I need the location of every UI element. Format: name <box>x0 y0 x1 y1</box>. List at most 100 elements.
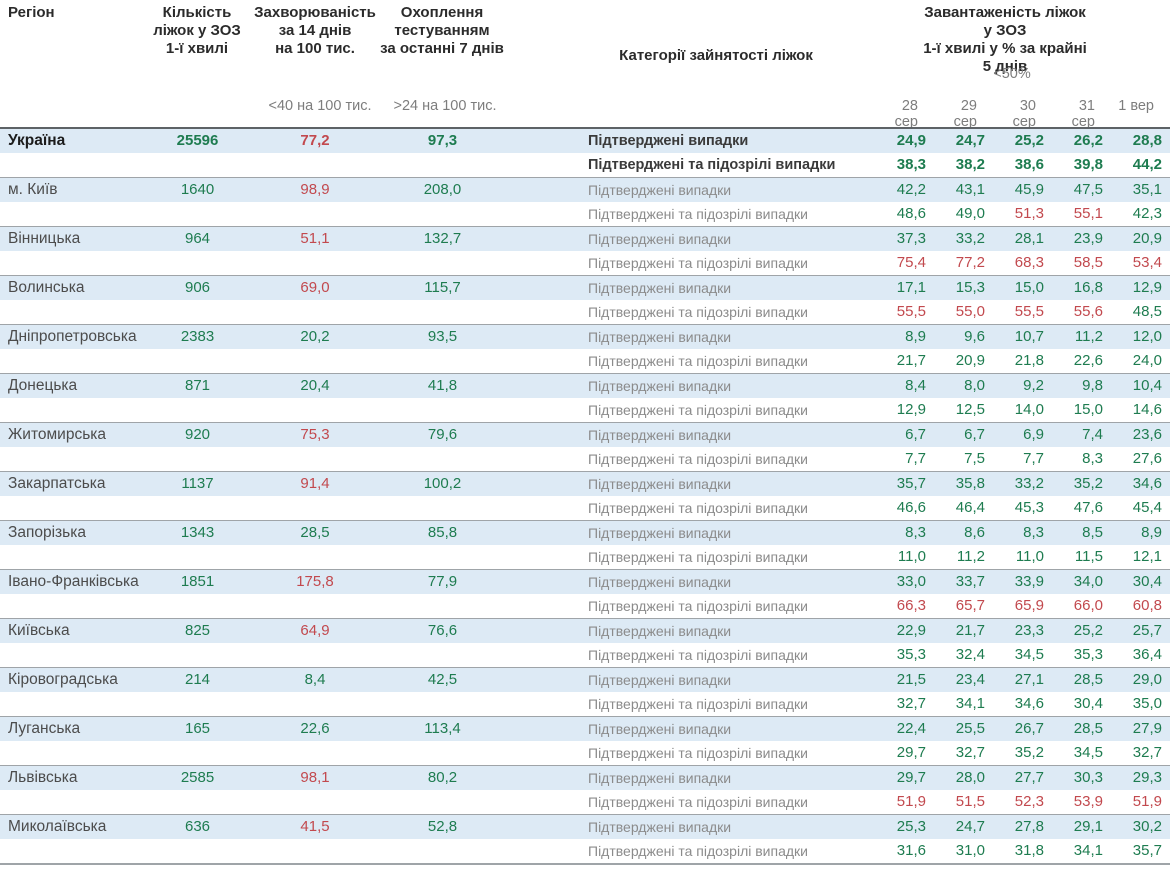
occupancy-value: 11,2 <box>1074 328 1103 345</box>
occupancy-value: 55,1 <box>1073 205 1103 222</box>
empty-cell <box>0 643 150 667</box>
occupancy-value: 34,6 <box>1132 475 1162 492</box>
occupancy-value: 35,3 <box>896 646 926 663</box>
empty-cell <box>385 790 500 814</box>
empty-cell <box>245 349 385 373</box>
occupancy-value: 7,5 <box>964 450 985 467</box>
table-row-confirmed: Івано-Франківська 1851 175,8 77,9 Підтве… <box>0 570 1170 594</box>
occupancy-value: 8,9 <box>1141 524 1162 541</box>
occupancy-value: 46,6 <box>896 499 926 516</box>
occupancy-value: 42,2 <box>896 181 926 198</box>
empty-cell <box>245 741 385 765</box>
occupancy-value: 34,1 <box>955 695 985 712</box>
incidence-value: 75,3 <box>300 426 330 443</box>
occupancy-value: 30,4 <box>1073 695 1103 712</box>
testing-value: 76,6 <box>427 622 458 639</box>
empty-cell <box>150 300 245 324</box>
empty-cell <box>385 251 500 275</box>
empty-cell <box>150 692 245 716</box>
occupancy-value: 37,3 <box>896 230 926 247</box>
occupancy-value: 33,2 <box>955 230 985 247</box>
region-group: Київська 825 64,9 76,6 Підтверджені випа… <box>0 618 1170 667</box>
occupancy-value: 29,1 <box>1073 818 1103 835</box>
incidence-value: 51,1 <box>300 230 330 247</box>
occupancy-value: 55,0 <box>955 303 985 320</box>
empty-cell <box>0 300 150 324</box>
occupancy-value: 28,0 <box>955 769 985 786</box>
table-row-suspected: Підтверджені та підозрілі випадки 48,6 49… <box>0 202 1170 226</box>
empty-cell <box>0 202 150 226</box>
occupancy-value: 29,7 <box>896 769 926 786</box>
threshold-occupancy: <50% <box>993 66 1031 82</box>
empty-cell <box>245 790 385 814</box>
column-header-testing: Охоплення тестуванням за останні 7 днів <box>380 4 504 57</box>
occupancy-value: 20,9 <box>1132 230 1162 247</box>
table-header: Регіон Кількість ліжок у ЗОЗ 1-ї хвилі З… <box>0 0 1170 130</box>
region-name: Житомирська <box>8 426 107 443</box>
category-label-confirmed: Підтверджені випадки <box>588 427 732 443</box>
occupancy-value: 51,3 <box>1014 205 1044 222</box>
category-label-confirmed: Підтверджені випадки <box>588 280 732 296</box>
date-header: 1 вер <box>1118 98 1154 114</box>
occupancy-value: 48,6 <box>896 205 926 222</box>
empty-cell <box>150 349 245 373</box>
empty-cell <box>150 839 245 863</box>
table-row-confirmed: Вінницька 964 51,1 132,7 Підтверджені ви… <box>0 227 1170 251</box>
occupancy-value: 47,6 <box>1073 499 1103 516</box>
beds-count: 165 <box>184 720 211 737</box>
region-name: м. Київ <box>8 181 58 198</box>
region-name: Київська <box>8 622 70 639</box>
empty-cell <box>0 349 150 373</box>
empty-cell <box>0 251 150 275</box>
threshold-incidence: <40 на 100 тис. <box>268 98 372 114</box>
incidence-value: 20,4 <box>300 377 330 394</box>
region-group: Волинська 906 69,0 115,7 Підтверджені ви… <box>0 275 1170 324</box>
empty-cell <box>150 251 245 275</box>
occupancy-value: 34,6 <box>1014 695 1044 712</box>
occupancy-value: 31,8 <box>1014 842 1044 859</box>
region-group: Луганська 165 22,6 113,4 Підтверджені ви… <box>0 716 1170 765</box>
beds-count: 214 <box>184 671 211 688</box>
empty-cell <box>385 643 500 667</box>
table-body: Україна 25596 77,2 97,3 Підтверджені вип… <box>0 127 1170 865</box>
region-group: Донецька 871 20,4 41,8 Підтверджені випа… <box>0 373 1170 422</box>
occupancy-value: 11,0 <box>1015 548 1044 565</box>
empty-cell <box>0 839 150 863</box>
column-header-region: Регіон <box>8 4 55 21</box>
occupancy-value: 28,8 <box>1132 132 1162 149</box>
category-label-suspected: Підтверджені та підозрілі випадки <box>588 500 808 516</box>
occupancy-value: 35,2 <box>1073 475 1103 492</box>
testing-value: 132,7 <box>423 230 462 247</box>
occupancy-value: 29,7 <box>896 744 926 761</box>
occupancy-value: 52,3 <box>1014 793 1044 810</box>
occupancy-value: 23,4 <box>955 671 985 688</box>
empty-cell <box>0 790 150 814</box>
occupancy-value: 21,8 <box>1014 352 1044 369</box>
occupancy-value: 16,8 <box>1073 279 1103 296</box>
region-group: Вінницька 964 51,1 132,7 Підтверджені ви… <box>0 226 1170 275</box>
column-header-occupancy: Завантаженість ліжок у ЗОЗ 1-ї хвилі у %… <box>923 4 1087 75</box>
occupancy-value: 30,2 <box>1132 818 1162 835</box>
occupancy-value: 15,0 <box>1073 401 1103 418</box>
testing-value: 79,6 <box>427 426 458 443</box>
occupancy-value: 12,1 <box>1132 548 1162 565</box>
occupancy-value: 60,8 <box>1132 597 1162 614</box>
occupancy-value: 25,3 <box>896 818 926 835</box>
empty-cell <box>385 447 500 471</box>
occupancy-value: 9,8 <box>1082 377 1103 394</box>
empty-cell <box>245 692 385 716</box>
table-row-confirmed: Дніпропетровська 2383 20,2 93,5 Підтверд… <box>0 325 1170 349</box>
testing-value: 97,3 <box>427 132 458 149</box>
occupancy-value: 12,9 <box>896 401 926 418</box>
testing-value: 80,2 <box>427 769 458 786</box>
beds-count: 1343 <box>180 524 215 541</box>
region-group: Івано-Франківська 1851 175,8 77,9 Підтве… <box>0 569 1170 618</box>
occupancy-value: 28,5 <box>1073 720 1103 737</box>
beds-count: 1640 <box>180 181 215 198</box>
region-name: Запорізька <box>8 524 86 541</box>
region-group: Житомирська 920 75,3 79,6 Підтверджені в… <box>0 422 1170 471</box>
region-name: Україна <box>8 132 66 149</box>
table-row-confirmed: Україна 25596 77,2 97,3 Підтверджені вип… <box>0 129 1170 153</box>
category-label-confirmed: Підтверджені випадки <box>588 721 732 737</box>
category-label-confirmed: Підтверджені випадки <box>588 182 732 198</box>
